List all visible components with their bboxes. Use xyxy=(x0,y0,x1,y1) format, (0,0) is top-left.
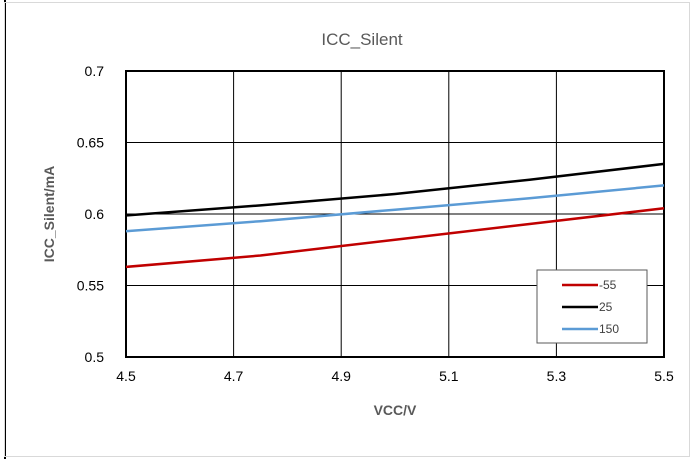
y-tick-labels: 0.5 0.55 0.6 0.65 0.7 xyxy=(77,63,104,365)
series-line-3 xyxy=(125,184,665,233)
y-axis-label: ICC_Silent/mA xyxy=(41,166,57,262)
y-tick-label: 0.55 xyxy=(77,278,104,294)
x-tick-label: 5.3 xyxy=(547,368,567,384)
x-tick-label: 4.7 xyxy=(224,368,244,384)
chart-title: ICC_Silent xyxy=(321,30,403,49)
legend-label: 25 xyxy=(599,300,613,314)
legend-label: -55 xyxy=(599,278,617,292)
y-tick-label: 0.65 xyxy=(77,135,104,151)
x-tick-label: 4.9 xyxy=(331,368,351,384)
x-tick-label: 4.5 xyxy=(116,368,136,384)
chart-frame xyxy=(4,2,690,457)
plot-area-border xyxy=(125,70,665,358)
series-line-1 xyxy=(125,207,665,269)
x-tick-label: 5.5 xyxy=(654,368,674,384)
x-axis-label: VCC/V xyxy=(374,402,417,418)
legend-label: 150 xyxy=(599,322,619,336)
series-lines xyxy=(125,162,665,269)
y-tick-label: 0.7 xyxy=(85,63,105,79)
x-tick-labels: 4.5 4.7 4.9 5.1 5.3 5.5 xyxy=(116,368,674,384)
x-tick-label: 5.1 xyxy=(439,368,459,384)
series-line-2 xyxy=(125,162,665,217)
y-tick-label: 0.6 xyxy=(85,206,105,222)
legend: -55 25 150 xyxy=(536,269,648,344)
y-tick-label: 0.5 xyxy=(85,349,105,365)
left-border-line xyxy=(4,0,6,459)
